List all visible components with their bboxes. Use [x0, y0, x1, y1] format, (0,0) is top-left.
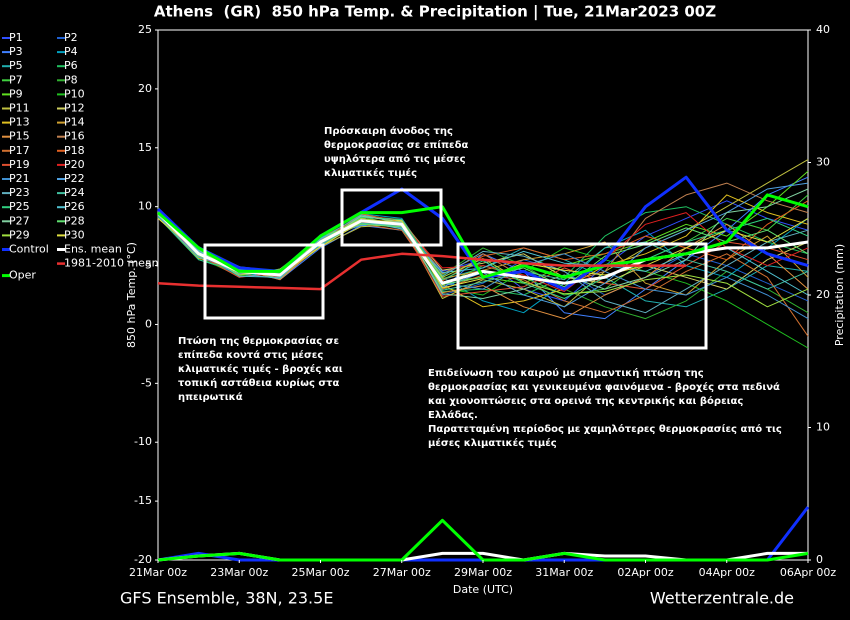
legend-label: P4 — [64, 45, 78, 58]
legend-label: P2 — [64, 31, 78, 44]
legend-label: Control — [9, 243, 49, 256]
x-tick-label: 25Mar 00z — [291, 566, 349, 579]
legend-label: P12 — [64, 102, 85, 115]
legend-label: Ens. mean — [64, 243, 122, 256]
y2-tick-label: 10 — [816, 421, 830, 434]
legend-label: P7 — [9, 73, 23, 86]
legend-label: P24 — [64, 186, 85, 199]
legend-label: P6 — [64, 59, 78, 72]
x-tick-label: 21Mar 00z — [129, 566, 187, 579]
y-tick-label: -5 — [141, 376, 152, 389]
legend-label: P23 — [9, 186, 30, 199]
x-tick-label: 04Apr 00z — [699, 566, 756, 579]
x-tick-label: 06Apr 00z — [780, 566, 837, 579]
annotation: υψηλότερα από τις μέσες — [324, 153, 466, 165]
y-tick-label: -10 — [134, 435, 152, 448]
temp-line — [157, 252, 687, 291]
highlight-box — [456, 242, 708, 350]
legend-label: P26 — [64, 200, 85, 213]
y2-tick-label: 20 — [816, 288, 830, 301]
chart-title: Athens (GR) 850 hPa Temp. & Precipitatio… — [154, 3, 716, 22]
legend-label: P22 — [64, 172, 85, 185]
y-axis-label: 850 hPa Temp. (°C) — [125, 242, 138, 348]
footer-right: Wetterzentrale.de — [650, 589, 794, 608]
legend-label: P8 — [64, 73, 78, 86]
legend-label: P30 — [64, 228, 85, 241]
x-axis-label: Date (UTC) — [453, 583, 513, 596]
annotation: Πρόσκαιρη άνοδος της — [324, 125, 453, 137]
y2-tick-label: 0 — [816, 553, 823, 566]
annotation: θερμοκρασίας και γενικευμένα φαινόμενα -… — [428, 381, 780, 393]
temp-line — [156, 211, 809, 285]
legend-label: P20 — [64, 158, 85, 171]
y2-tick-label: 40 — [816, 23, 830, 36]
y-tick-label: 25 — [138, 23, 152, 36]
annotation: Παρατεταμένη περίοδος με χαμηλότερες θερ… — [428, 423, 782, 435]
y-tick-label: 15 — [138, 141, 152, 154]
annotation: και χιονοπτώσεις στα ορεινά της κεντρική… — [428, 395, 743, 407]
x-tick-label: 31Mar 00z — [535, 566, 593, 579]
annotation: κλιματικές τιμές - βροχές και — [178, 363, 343, 375]
highlight-box — [340, 188, 443, 247]
legend-label: P29 — [9, 228, 30, 241]
legend-label: P15 — [9, 130, 30, 143]
footer-left: GFS Ensemble, 38N, 23.5E — [120, 589, 333, 608]
legend-label: P21 — [9, 172, 30, 185]
y2-tick-label: 30 — [816, 156, 830, 169]
legend-label: P1 — [9, 31, 23, 44]
legend-label: P9 — [9, 87, 23, 100]
y-tick-label: -20 — [134, 553, 152, 566]
y-tick-label: 20 — [138, 82, 152, 95]
legend-label: P19 — [9, 158, 30, 171]
y-tick-label: -15 — [134, 494, 152, 507]
legend-label: P14 — [64, 116, 85, 129]
y-tick-label: 5 — [145, 259, 152, 272]
annotation: Ελλάδας. — [428, 409, 478, 421]
annotation: Επιδείνωση του καιρού με σημαντική πτώση… — [428, 367, 704, 379]
annotation: Πτώση της θερμοκρασίας σε — [178, 335, 339, 347]
y2-axis-label: Precipitation (mm) — [833, 244, 846, 346]
legend-label: P5 — [9, 59, 23, 72]
legend-label: P18 — [64, 144, 85, 157]
x-tick-label: 27Mar 00z — [373, 566, 431, 579]
y-tick-label: 10 — [138, 200, 152, 213]
annotation: τοπική αστάθεια κυρίως στα — [178, 377, 340, 389]
annotation: θερμοκρασίας σε επίπεδα — [324, 139, 468, 151]
annotation: επίπεδα κοντά στις μέσες — [178, 349, 323, 361]
annotation: κλιματικές τιμές — [324, 167, 417, 179]
x-tick-label: 02Apr 00z — [617, 566, 674, 579]
legend-label: 1981-2010 mean — [64, 257, 159, 270]
legend-label: Oper — [9, 269, 36, 282]
x-tick-label: 29Mar 00z — [454, 566, 512, 579]
legend-label: P13 — [9, 116, 30, 129]
annotation: μέσες κλιματικές τιμές — [428, 437, 557, 449]
lines — [156, 159, 810, 562]
temp-line — [157, 193, 809, 279]
x-tick-label: 23Mar 00z — [210, 566, 268, 579]
legend-label: P10 — [64, 87, 85, 100]
legend-label: P11 — [9, 102, 30, 115]
highlight-box — [203, 243, 325, 320]
annotation: ηπειρωτικά — [178, 391, 243, 403]
legend-label: P16 — [64, 130, 85, 143]
legend-label: P3 — [9, 45, 23, 58]
temp-line — [157, 208, 809, 320]
legend-label: P25 — [9, 200, 30, 213]
legend-label: P27 — [9, 214, 30, 227]
legend-label: P28 — [64, 214, 85, 227]
y-tick-label: 0 — [145, 317, 152, 330]
legend-label: P17 — [9, 144, 30, 157]
